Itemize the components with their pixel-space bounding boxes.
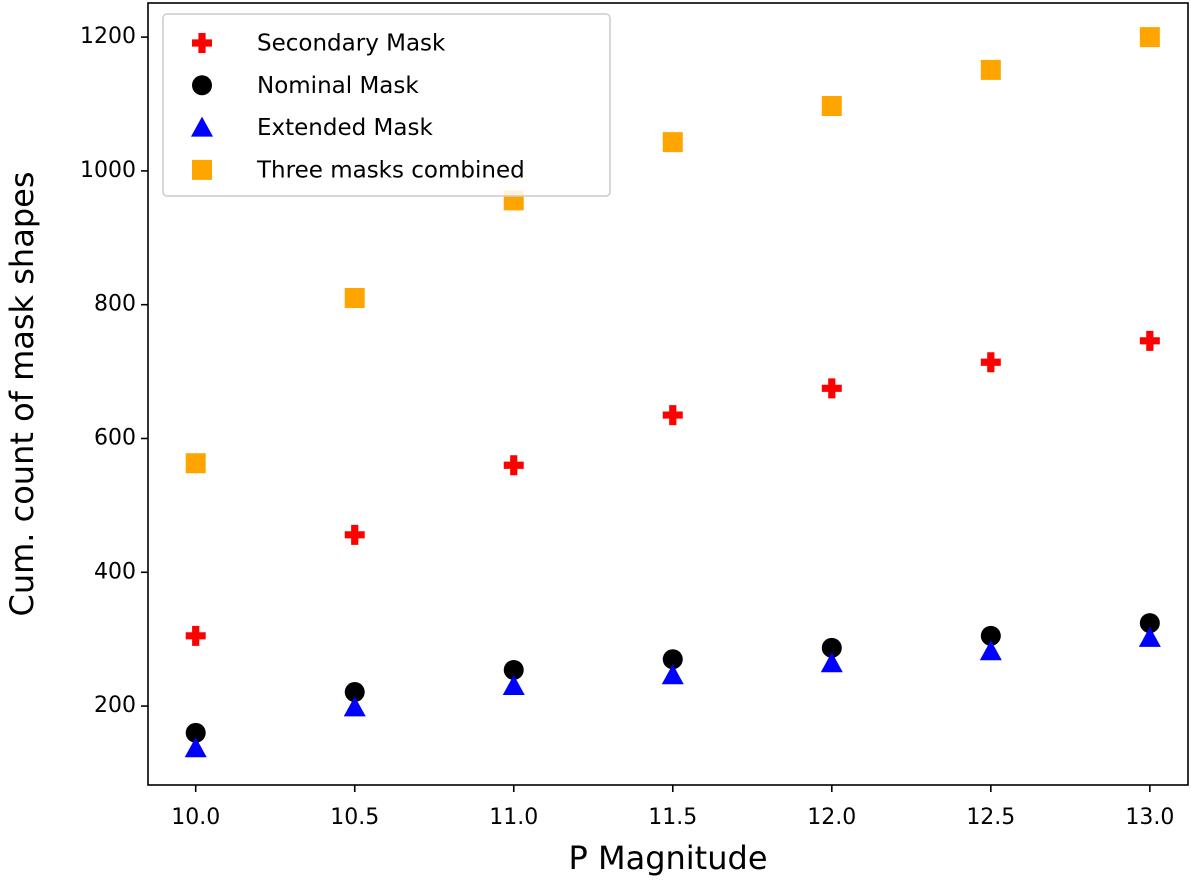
data-point	[502, 674, 525, 695]
data-point	[662, 649, 683, 670]
data-point	[821, 96, 842, 117]
y-axis-label: Cum. count of mask shapes	[3, 172, 41, 617]
x-tick-label: 13.0	[1125, 805, 1174, 830]
data-point	[344, 288, 365, 309]
data-point	[980, 59, 1001, 80]
data-point	[820, 652, 843, 673]
legend-label: Three masks combined	[256, 157, 525, 183]
data-point	[1139, 613, 1160, 634]
data-point	[979, 640, 1002, 661]
data-point	[344, 524, 365, 545]
data-point	[343, 696, 366, 717]
legend-label: Extended Mask	[257, 115, 433, 141]
y-tick-label: 200	[94, 693, 136, 718]
data-point	[184, 737, 207, 758]
x-tick-label: 10.0	[171, 805, 220, 830]
legend-marker	[192, 159, 212, 180]
data-point	[1139, 330, 1160, 351]
legend-marker	[192, 33, 212, 53]
x-tick-label: 12.5	[966, 805, 1015, 830]
data-point	[503, 455, 524, 476]
x-tick-label: 11.0	[489, 805, 538, 830]
data-point	[344, 682, 365, 703]
data-point	[661, 664, 684, 685]
x-tick-label: 11.5	[648, 805, 697, 830]
legend-label: Nominal Mask	[257, 73, 419, 99]
data-point	[821, 378, 842, 399]
data-point	[980, 352, 1001, 373]
data-point	[185, 625, 206, 646]
y-tick-label: 1200	[80, 24, 136, 49]
x-tick-label: 12.0	[807, 805, 856, 830]
data-point	[662, 405, 683, 426]
data-point	[185, 722, 206, 743]
x-axis-label: P Magnitude	[569, 839, 768, 877]
y-tick-label: 1000	[80, 158, 136, 183]
data-point	[1139, 27, 1160, 48]
legend-box	[162, 13, 611, 197]
y-tick-label: 400	[94, 559, 136, 584]
y-tick-label: 600	[94, 425, 136, 450]
data-point	[1138, 626, 1161, 647]
legend-marker	[191, 116, 213, 137]
data-point	[185, 453, 206, 474]
plot-frame	[147, 2, 1189, 786]
legend-marker	[192, 75, 212, 96]
x-tick-label: 10.5	[330, 805, 379, 830]
legend-label: Secondary Mask	[257, 31, 446, 57]
data-point	[821, 637, 842, 658]
y-tick-label: 800	[94, 292, 136, 317]
data-point	[503, 659, 524, 680]
data-point	[662, 132, 683, 153]
data-point	[980, 625, 1001, 646]
